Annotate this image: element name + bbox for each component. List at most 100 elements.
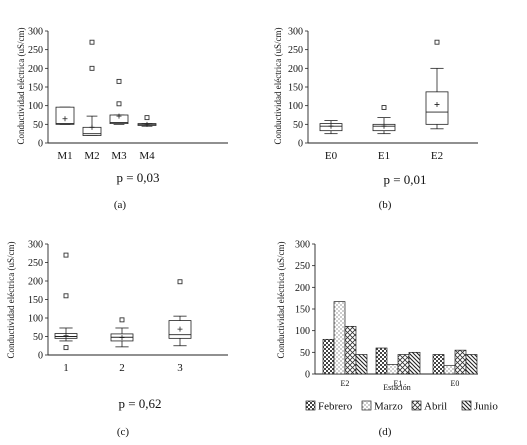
y-tick-label: 50 xyxy=(293,120,303,131)
boxes-a xyxy=(55,39,157,136)
p-value-c: p = 0,62 xyxy=(118,396,161,411)
y-tick-label: 300 xyxy=(295,240,310,251)
y-tick-label: 150 xyxy=(288,83,303,94)
mean-marker xyxy=(116,113,122,119)
mean-marker xyxy=(119,335,125,341)
y-tick-label: 300 xyxy=(28,240,43,251)
bar xyxy=(333,301,346,375)
category-label: 1 xyxy=(63,362,69,374)
y-tick-label: 200 xyxy=(295,283,310,294)
outlier-point xyxy=(119,317,125,323)
outlier-point xyxy=(116,101,122,107)
y-tick-label: 200 xyxy=(28,277,43,288)
bars-d xyxy=(322,301,478,375)
mean-marker xyxy=(144,121,150,127)
bar xyxy=(408,351,421,375)
y-tick-label: 250 xyxy=(28,45,43,56)
panel-label-b: (b) xyxy=(379,199,392,211)
p-value-a: p = 0,03 xyxy=(116,170,159,185)
category-label: E0 xyxy=(325,150,338,162)
bar xyxy=(454,349,467,375)
mean-marker xyxy=(177,326,183,332)
category-label: M4 xyxy=(139,150,155,162)
bar xyxy=(432,354,445,375)
legend-swatch xyxy=(461,400,472,411)
ylabel-c: Conductividad eléctrica (uS/cm) xyxy=(6,242,16,359)
bar xyxy=(443,364,456,375)
ylabel-a: Conductividad eléctrica (uS/cm) xyxy=(16,28,26,145)
bar xyxy=(344,325,357,375)
box xyxy=(55,106,75,125)
legend-swatch xyxy=(305,400,316,411)
y-tick-label: 150 xyxy=(28,83,43,94)
bar xyxy=(465,354,478,375)
legend-label: Marzo xyxy=(374,401,403,413)
mean-marker xyxy=(89,124,95,130)
chart-b: Conductividad eléctrica (uS/cm) 0 50 100 15… xyxy=(273,27,478,211)
box xyxy=(425,91,449,125)
legend-label: Junio xyxy=(474,401,498,413)
outlier-point xyxy=(177,279,183,285)
legend-swatch xyxy=(411,400,422,411)
bar xyxy=(397,354,410,375)
outlier-point xyxy=(116,78,122,84)
ylabel-b: Conductividad eléctrica (uS/cm) xyxy=(273,28,283,145)
y-tick-label: 0 xyxy=(38,139,43,150)
chart-d: Conductividad eléctrica (uS/cm) 0 50 100 15… xyxy=(276,240,498,439)
y-tick-label: 150 xyxy=(28,295,43,306)
category-label: E1 xyxy=(394,379,403,388)
boxes-b xyxy=(308,39,478,144)
y-tick-label: 100 xyxy=(28,101,43,112)
category-label: 3 xyxy=(177,362,183,374)
categories-a: M1 M2 M3 M4 xyxy=(57,150,155,162)
category-label: E2 xyxy=(341,379,350,388)
y-tick-label: 250 xyxy=(295,261,310,272)
y-tick-label: 250 xyxy=(288,45,303,56)
category-label: M3 xyxy=(111,150,127,162)
categories-b: E0 E1 E2 xyxy=(325,150,443,162)
y-tick-label: 150 xyxy=(295,305,310,316)
y-tick-label: 200 xyxy=(288,64,303,75)
ylabel-d: Conductividad eléctrica (uS/cm) xyxy=(276,242,286,359)
mean-marker xyxy=(328,123,334,129)
y-tick-label: 100 xyxy=(288,101,303,112)
panel-label-c: (c) xyxy=(117,426,130,438)
y-tick-label: 0 xyxy=(38,351,43,362)
outlier-point xyxy=(63,252,69,258)
yticks-c: 0 50 100 150 200 250 300 xyxy=(28,240,228,362)
mean-marker xyxy=(62,116,68,122)
legend-swatch xyxy=(361,400,372,411)
y-tick-label: 100 xyxy=(28,314,43,325)
outlier-point xyxy=(144,115,150,121)
panel-label-a: (a) xyxy=(114,199,127,211)
bar xyxy=(375,347,388,375)
category-label: 2 xyxy=(119,362,125,374)
category-label: E2 xyxy=(431,150,443,162)
outlier-point xyxy=(89,65,95,71)
panel-label-d: (d) xyxy=(379,426,392,438)
y-tick-label: 250 xyxy=(28,258,43,269)
bar xyxy=(355,354,368,375)
y-tick-label: 200 xyxy=(28,64,43,75)
chart-c: Conductividad eléctrica (uS/cm) 0 50 100 15… xyxy=(6,240,228,438)
outlier-point xyxy=(89,39,95,45)
category-label: E0 xyxy=(451,379,460,388)
category-label: M2 xyxy=(84,150,99,162)
y-tick-label: 50 xyxy=(33,332,43,343)
p-value-b: p = 0,01 xyxy=(383,172,426,187)
legend-label: Febrero xyxy=(318,401,353,413)
yticks-a: 0 50 100 150 200 250 300 xyxy=(28,27,228,150)
mean-marker xyxy=(434,102,440,108)
y-tick-label: 0 xyxy=(305,370,310,381)
bar xyxy=(386,364,399,375)
legend-label: Abril xyxy=(424,401,447,413)
outlier-point xyxy=(63,345,69,351)
category-label: E1 xyxy=(378,150,390,162)
y-tick-label: 0 xyxy=(298,139,303,150)
categories-d: E2 E1 E0 xyxy=(341,379,460,388)
outlier-point xyxy=(63,293,69,299)
y-tick-label: 300 xyxy=(288,27,303,38)
y-tick-label: 50 xyxy=(33,120,43,131)
categories-c: 1 2 3 xyxy=(63,362,183,374)
